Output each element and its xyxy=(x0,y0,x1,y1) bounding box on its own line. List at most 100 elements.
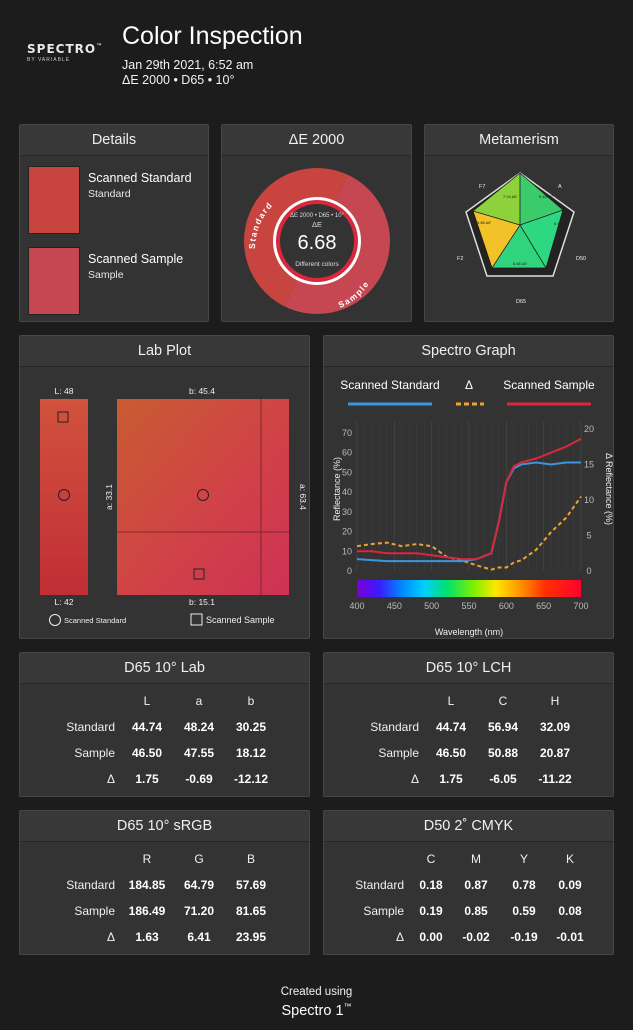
table-cell: 0.18 xyxy=(419,878,443,892)
l-standard-marker xyxy=(58,489,70,501)
delta-e-title: ΔE 2000 xyxy=(222,125,411,156)
y-axis-label-right: Δ Reflectance (%) xyxy=(604,453,614,525)
lch-table-panel: D65 10° LCH L C H Standard 44.74 56.94 32.09 Sa… xyxy=(323,652,614,797)
row-label: Standard xyxy=(355,878,404,892)
visible-spectrum-bar xyxy=(357,580,581,597)
table-cell: 56.94 xyxy=(487,720,519,734)
table-cell: 0.19 xyxy=(419,904,443,918)
y-tick-label-left: 0 xyxy=(347,566,352,576)
axis-d50: D50 xyxy=(576,256,586,262)
column-header: G xyxy=(194,852,204,866)
table-row: Sample 0.19 0.85 0.59 0.08 xyxy=(324,904,613,920)
delta-e-gauge: Standard Sample ΔE 2000 • D65 • 10° ΔE 6… xyxy=(244,168,390,314)
spectro-graph-title: Spectro Graph xyxy=(324,336,613,367)
column-header: R xyxy=(142,852,152,866)
delta-e-value: 6.68 xyxy=(298,232,337,254)
y-tick-label-right: 0 xyxy=(586,566,591,576)
row-label: Standard xyxy=(66,878,115,892)
delta-series-line xyxy=(356,495,582,571)
metamerism-title: Metamerism xyxy=(425,125,613,156)
srgb-table-panel: D65 10° sRGB R G B Standard 184.85 64.79 57.69… xyxy=(19,810,310,955)
lch-table-title: D65 10° LCH xyxy=(324,653,613,684)
sample-sub: Sample xyxy=(88,269,124,281)
axis-d65: D65 xyxy=(516,299,526,305)
y-tick-label-right: 15 xyxy=(584,460,594,470)
table-cell: 1.75 xyxy=(439,772,463,786)
table-cell: 44.74 xyxy=(131,720,163,734)
y-tick-label-left: 70 xyxy=(342,428,352,438)
standard-name: Scanned Standard xyxy=(88,171,192,185)
table-cell: 6.41 xyxy=(187,930,211,944)
column-header: b xyxy=(247,694,255,708)
ab-sample-marker xyxy=(193,568,205,580)
row-label: Δ xyxy=(410,772,419,786)
table-cell: 47.55 xyxy=(183,746,215,760)
row-label: Sample xyxy=(378,746,419,760)
logo-tagline: BY VARIABLE xyxy=(27,57,71,63)
brand-logo: SPECTRO™ BY VARIABLE xyxy=(27,42,107,63)
legend-sample-label: Scanned Sample xyxy=(206,615,275,625)
cmyk-table-title: D50 2˚ CMYK xyxy=(324,811,613,842)
column-header: H xyxy=(550,694,560,708)
table-row: Sample 46.50 50.88 20.87 xyxy=(324,746,613,762)
delta-e-panel: ΔE 2000 Standard Sample ΔE 2000 • D65 • … xyxy=(221,124,412,322)
row-label: Sample xyxy=(74,746,115,760)
table-cell: 0.00 xyxy=(419,930,443,944)
table-cell: -0.19 xyxy=(510,930,538,944)
x-tick-label: 500 xyxy=(424,601,439,611)
x-tick-label: 550 xyxy=(461,601,476,611)
l-sample-marker xyxy=(57,411,69,423)
x-tick-label: 700 xyxy=(573,601,588,611)
table-row: Standard 184.85 64.79 57.69 xyxy=(20,878,309,894)
axis-a: A xyxy=(558,184,562,190)
table-cell: 44.74 xyxy=(435,720,467,734)
column-header: M xyxy=(471,852,481,866)
table-cell: 0.78 xyxy=(512,878,536,892)
column-header: C xyxy=(498,694,508,708)
table-cell: -0.69 xyxy=(185,772,213,786)
column-header: Y xyxy=(519,852,528,866)
cmyk-table-panel: D50 2˚ CMYK C M Y K Standard 0.18 0.87 0.78 0.09… xyxy=(323,810,614,955)
table-cell: 0.08 xyxy=(558,904,582,918)
ab-standard-marker xyxy=(197,489,209,501)
sample-series-line xyxy=(357,437,582,561)
ab-plane xyxy=(117,399,289,595)
row-label: Sample xyxy=(74,904,115,918)
spectro-chart: Scanned Standard Δ Scanned Sample 400 450… xyxy=(332,378,614,637)
value-f7: 7.04 ΔE xyxy=(503,194,517,199)
table-cell: 0.85 xyxy=(464,904,488,918)
legend-standard-label: Scanned Standard xyxy=(64,616,126,625)
table-cell: 0.59 xyxy=(512,904,536,918)
legend-sample-icon xyxy=(190,613,203,626)
column-header: a xyxy=(195,694,203,708)
axis-f7: F7 xyxy=(479,184,485,190)
x-tick-label: 600 xyxy=(499,601,514,611)
table-cell: 0.87 xyxy=(464,878,488,892)
inspection-settings: ΔE 2000 • D65 • 10° xyxy=(122,73,235,87)
table-cell: 71.20 xyxy=(183,904,215,918)
legend-delta: Δ xyxy=(465,378,473,392)
y-tick-label-left: 10 xyxy=(342,546,352,556)
y-tick-label-right: 5 xyxy=(586,531,591,541)
x-tick-label: 650 xyxy=(536,601,551,611)
table-cell: 46.50 xyxy=(131,746,163,760)
details-panel: Details Scanned Standard Standard Scanne… xyxy=(19,124,209,322)
table-row: Δ 1.75 -0.69 -12.12 xyxy=(20,772,309,788)
table-cell: 0.09 xyxy=(558,878,582,892)
table-cell: 81.65 xyxy=(235,904,267,918)
lab-table-title: D65 10° Lab xyxy=(20,653,309,684)
table-cell: 32.09 xyxy=(539,720,571,734)
x-axis-label: Wavelength (nm) xyxy=(435,627,503,637)
srgb-table-title: D65 10° sRGB xyxy=(20,811,309,842)
row-label: Sample xyxy=(363,904,404,918)
table-cell: 30.25 xyxy=(235,720,267,734)
standard-swatch xyxy=(28,166,80,234)
page-title: Color Inspection xyxy=(122,22,303,50)
row-label: Standard xyxy=(66,720,115,734)
sample-swatch xyxy=(28,247,80,315)
legend-sample: Scanned Sample xyxy=(503,378,595,392)
details-title: Details xyxy=(20,125,208,156)
